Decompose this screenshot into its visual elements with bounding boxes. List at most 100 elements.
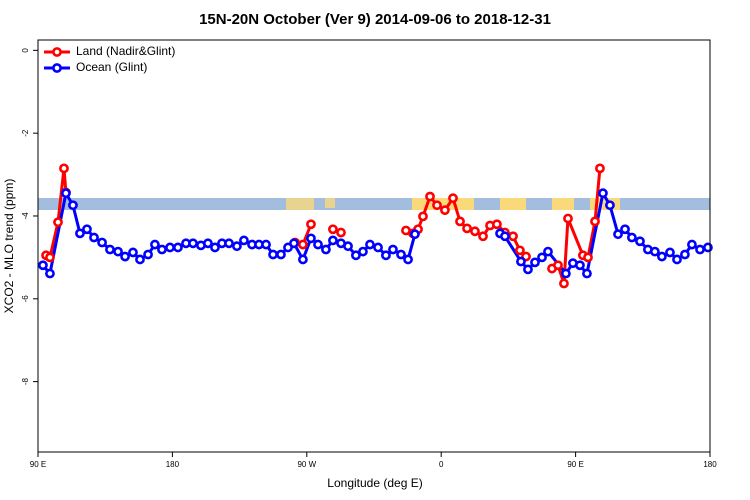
y-tick-label: -4 [21, 212, 30, 220]
data-point [649, 246, 660, 257]
legend-marker [52, 47, 62, 57]
y-tick-label: 0 [21, 48, 30, 53]
data-point [45, 268, 55, 279]
data-point [75, 228, 85, 239]
data-point [388, 244, 398, 255]
data-point [157, 244, 167, 255]
data-point [173, 242, 183, 253]
plot-frame [37, 39, 711, 453]
data-point [680, 249, 690, 260]
data-point [224, 238, 234, 249]
data-point [440, 205, 450, 216]
data-point [695, 244, 705, 255]
data-point [150, 239, 160, 250]
data-point [492, 219, 502, 230]
data-point [336, 227, 346, 238]
data-point [351, 250, 361, 261]
data-point [543, 246, 553, 257]
y-tick-label: -6 [21, 295, 30, 303]
data-point [537, 252, 547, 263]
y-axis-label: XCO2 - MLO trend (ppm) [2, 179, 16, 314]
data-point [595, 163, 605, 174]
data-point [343, 241, 353, 252]
data-point [373, 242, 383, 253]
data-point [657, 251, 667, 262]
data-point [665, 247, 675, 258]
data-point [553, 260, 563, 271]
x-axis-label: Longitude (deg E) [327, 476, 422, 490]
data-point [563, 213, 573, 224]
data-point [45, 252, 55, 263]
data-point [500, 231, 510, 242]
data-point [289, 238, 299, 249]
data-point [590, 216, 600, 227]
data-point [432, 200, 442, 211]
data-point [381, 250, 391, 261]
data-point [672, 254, 682, 265]
data-point [470, 226, 480, 237]
data-point [365, 239, 375, 250]
data-point [635, 236, 645, 247]
data-point [203, 238, 213, 249]
x-tick-label: 90 W [297, 460, 316, 469]
data-point [583, 252, 593, 263]
data-point [514, 245, 525, 256]
data-point [306, 219, 316, 230]
data-point [59, 163, 69, 174]
data-point [82, 224, 92, 235]
data-point [135, 254, 145, 265]
legend-marker [52, 63, 62, 73]
data-point [113, 246, 123, 257]
data-point [61, 188, 71, 199]
data-point [687, 239, 697, 250]
x-tick-label: 90 E [567, 460, 583, 469]
data-point [582, 268, 592, 279]
data-point [418, 211, 428, 222]
data-point [68, 200, 78, 211]
data-point [268, 249, 278, 260]
data-point [328, 235, 338, 246]
data-point [462, 223, 472, 234]
data-point [38, 260, 48, 271]
data-point [276, 249, 286, 260]
data-point [410, 229, 420, 240]
data-point [620, 224, 630, 235]
data-point [328, 224, 338, 235]
data-point [626, 232, 637, 243]
data-point [298, 239, 308, 250]
data-point [53, 217, 63, 228]
legend-label: Ocean (Glint) [76, 60, 147, 74]
y-tick-label: -8 [21, 378, 30, 386]
x-tick-label: 90 E [30, 460, 46, 469]
x-tick-label: 0 [439, 460, 444, 469]
data-point [403, 254, 413, 265]
data-point [508, 231, 518, 242]
chart-title: 15N-20N October (Ver 9) 2014-09-06 to 20… [199, 11, 551, 28]
data-point [358, 246, 368, 257]
x-tick-label: 180 [703, 460, 717, 469]
data-point [239, 235, 249, 246]
data-point [120, 251, 130, 262]
data-point [143, 249, 153, 260]
data-point [298, 254, 308, 265]
x-tick-label: 180 [166, 460, 180, 469]
data-point [165, 242, 175, 253]
data-point [261, 239, 271, 250]
data-point [188, 238, 198, 249]
data-point [321, 244, 331, 255]
data-point [89, 232, 99, 243]
data-point [313, 239, 323, 250]
data-point [559, 278, 569, 289]
data-point [516, 256, 526, 267]
data-point [105, 244, 115, 255]
data-point [128, 247, 138, 258]
data-point [396, 249, 406, 260]
data-point [478, 231, 488, 242]
y-tick-label: -2 [21, 129, 30, 137]
data-point [455, 216, 465, 227]
data-point [448, 193, 458, 204]
data-point [232, 241, 242, 252]
legend-label: Land (Nadir&Glint) [76, 44, 175, 58]
data-point [523, 264, 533, 275]
